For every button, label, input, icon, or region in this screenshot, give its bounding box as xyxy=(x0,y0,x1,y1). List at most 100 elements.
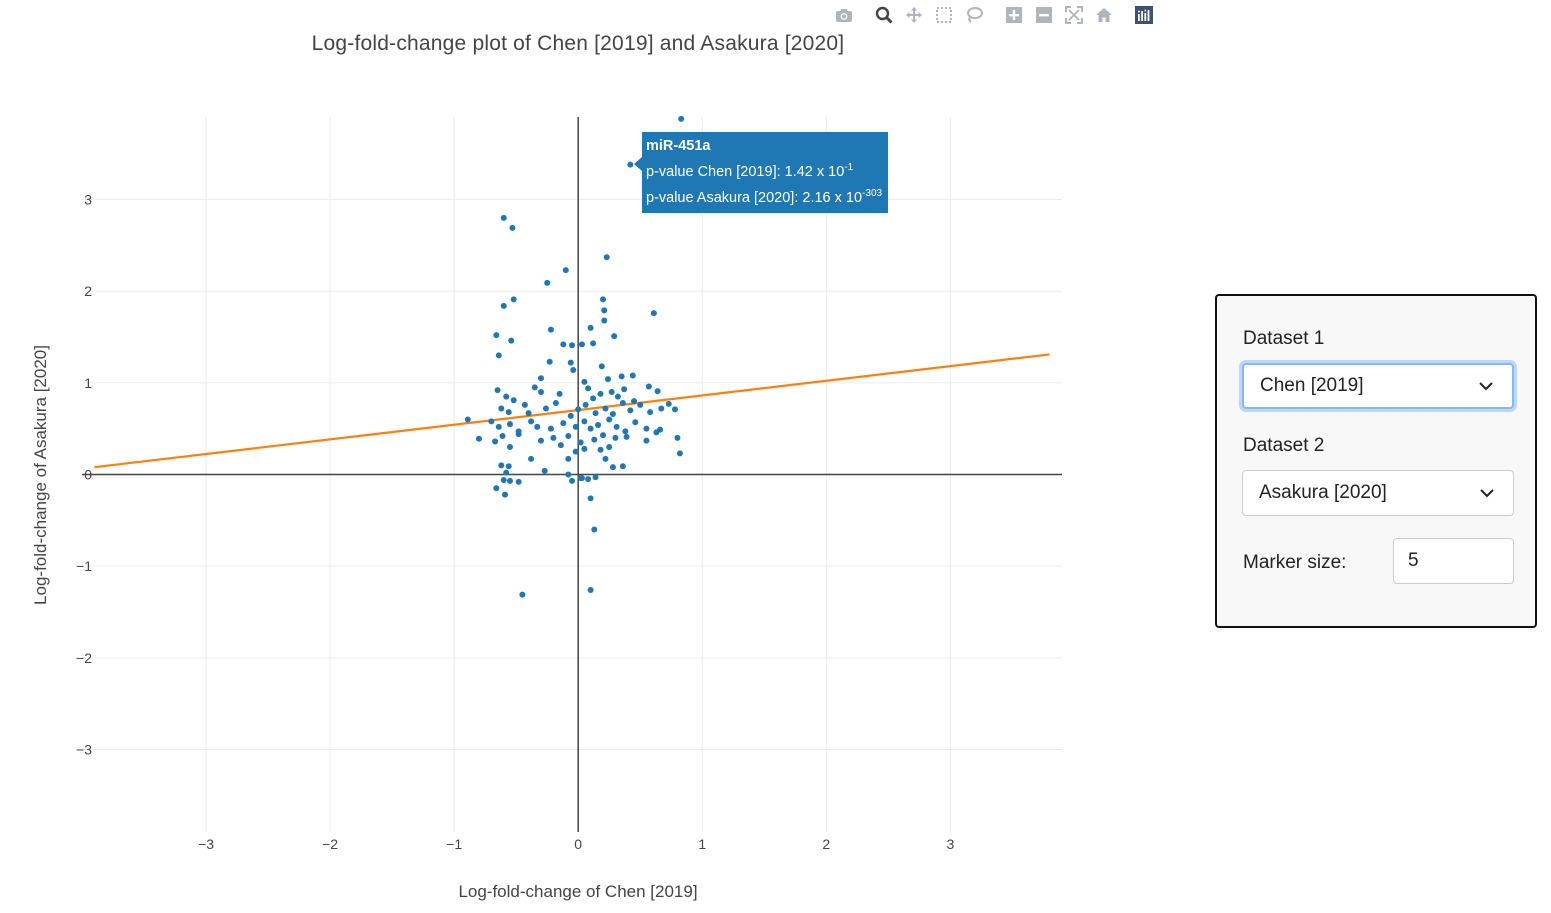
home-icon[interactable] xyxy=(1093,4,1115,26)
data-point[interactable] xyxy=(567,412,574,419)
data-point[interactable] xyxy=(619,400,626,406)
data-point[interactable] xyxy=(544,279,551,286)
data-point[interactable] xyxy=(542,405,549,412)
data-point[interactable] xyxy=(550,434,557,441)
data-point[interactable] xyxy=(606,444,613,450)
data-point[interactable] xyxy=(565,455,572,462)
data-point[interactable] xyxy=(534,423,541,430)
data-point[interactable] xyxy=(495,352,502,359)
data-point[interactable] xyxy=(537,389,544,395)
data-point[interactable] xyxy=(602,455,609,462)
dataset1-select[interactable]: Chen [2019] xyxy=(1242,363,1514,409)
data-point[interactable] xyxy=(464,416,471,423)
data-point[interactable] xyxy=(503,469,510,476)
data-point[interactable] xyxy=(528,418,535,425)
data-point[interactable] xyxy=(572,448,579,455)
data-point[interactable] xyxy=(500,477,507,483)
data-point[interactable] xyxy=(519,591,526,598)
data-point[interactable] xyxy=(569,477,575,484)
data-point[interactable] xyxy=(591,526,598,533)
data-point[interactable] xyxy=(581,378,588,385)
camera-icon[interactable] xyxy=(833,4,855,26)
data-point[interactable] xyxy=(585,385,592,392)
data-point[interactable] xyxy=(587,587,594,593)
data-point[interactable] xyxy=(645,383,652,390)
data-point[interactable] xyxy=(602,405,609,412)
data-point[interactable] xyxy=(541,467,548,474)
data-point[interactable] xyxy=(547,326,554,333)
data-point[interactable] xyxy=(643,425,650,432)
data-point[interactable] xyxy=(678,115,685,122)
scatter-plot[interactable]: −3 −2 −1 0 1 2 3 −3 −2 −1 0 1 2 3 Log-fold-change of … xyxy=(0,0,1160,913)
data-point[interactable] xyxy=(609,464,616,471)
data-point[interactable] xyxy=(658,405,665,412)
data-point[interactable] xyxy=(498,462,505,469)
data-point[interactable] xyxy=(632,419,639,426)
data-point[interactable] xyxy=(613,423,620,430)
data-point[interactable] xyxy=(510,397,517,404)
data-point[interactable] xyxy=(631,398,638,405)
data-point[interactable] xyxy=(654,388,661,395)
data-point[interactable] xyxy=(671,406,678,413)
data-point[interactable] xyxy=(565,471,572,478)
data-point[interactable] xyxy=(521,401,528,408)
data-point[interactable] xyxy=(627,161,634,168)
data-point[interactable] xyxy=(498,405,505,412)
data-point[interactable] xyxy=(510,296,517,303)
data-point[interactable] xyxy=(569,342,575,349)
data-point[interactable] xyxy=(647,409,654,416)
data-point[interactable] xyxy=(537,375,544,382)
data-point[interactable] xyxy=(637,401,644,408)
zoom-icon[interactable] xyxy=(873,4,895,26)
data-point[interactable] xyxy=(500,302,507,309)
data-point[interactable] xyxy=(591,436,598,443)
data-point[interactable] xyxy=(665,400,672,407)
data-point[interactable] xyxy=(601,307,608,314)
data-point[interactable] xyxy=(674,434,681,441)
data-point[interactable] xyxy=(627,407,634,414)
plotly-logo-icon[interactable] xyxy=(1133,4,1155,26)
data-point[interactable] xyxy=(503,393,510,400)
data-point[interactable] xyxy=(590,340,597,347)
data-point[interactable] xyxy=(556,390,563,397)
data-point[interactable] xyxy=(623,433,630,440)
data-point[interactable] xyxy=(622,428,629,435)
data-point[interactable] xyxy=(582,401,589,408)
data-point[interactable] xyxy=(508,337,515,344)
lasso-icon[interactable] xyxy=(963,4,985,26)
data-point[interactable] xyxy=(597,446,604,453)
data-point[interactable] xyxy=(500,214,507,221)
box-select-icon[interactable] xyxy=(933,4,955,26)
data-point[interactable] xyxy=(488,418,495,425)
data-point[interactable] xyxy=(560,420,567,427)
pan-icon[interactable] xyxy=(903,4,925,26)
data-point[interactable] xyxy=(585,476,592,483)
data-point[interactable] xyxy=(601,317,608,324)
data-point[interactable] xyxy=(600,296,607,303)
data-point[interactable] xyxy=(505,463,512,470)
data-point[interactable] xyxy=(618,373,625,380)
data-point[interactable] xyxy=(475,435,482,442)
data-point[interactable] xyxy=(572,423,579,430)
data-point[interactable] xyxy=(506,421,513,428)
data-point[interactable] xyxy=(614,393,621,400)
data-points[interactable] xyxy=(464,115,685,598)
data-point[interactable] xyxy=(528,455,535,462)
data-point[interactable] xyxy=(604,376,611,383)
data-point[interactable] xyxy=(506,444,513,450)
data-point[interactable] xyxy=(505,409,512,416)
data-point[interactable] xyxy=(493,332,500,339)
data-point[interactable] xyxy=(547,425,554,432)
data-point[interactable] xyxy=(612,434,619,441)
data-point[interactable] xyxy=(492,438,499,445)
data-point[interactable] xyxy=(643,437,650,444)
data-point[interactable] xyxy=(495,423,502,430)
data-point[interactable] xyxy=(595,422,602,428)
data-point[interactable] xyxy=(502,491,509,498)
data-point[interactable] xyxy=(592,474,599,481)
data-point[interactable] xyxy=(587,495,594,502)
data-point[interactable] xyxy=(537,437,544,444)
data-point[interactable] xyxy=(600,432,607,439)
data-point[interactable] xyxy=(609,411,616,417)
autoscale-icon[interactable] xyxy=(1063,4,1085,26)
